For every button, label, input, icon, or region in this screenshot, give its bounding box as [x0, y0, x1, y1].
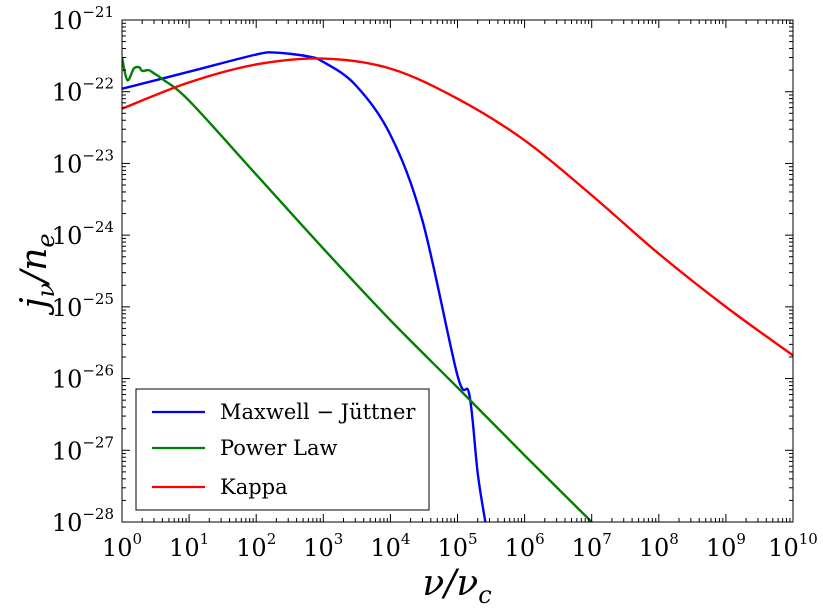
legend-label-maxwell: Maxwell − Jüttner: [220, 400, 416, 424]
x-tick-label: 105: [437, 530, 477, 562]
y-tick-label: 10−21: [52, 3, 114, 35]
x-tick-label-base: 10: [370, 534, 401, 562]
x-tick-label-exp: 2: [267, 530, 277, 548]
x-tick-label-base: 10: [572, 534, 603, 562]
x-tick-label-exp: 8: [669, 530, 679, 548]
x-tick-label: 104: [370, 530, 410, 562]
y-tick-label-base: 10: [52, 150, 83, 178]
y-tick-label-base: 10: [52, 7, 83, 35]
y-tick-label: 10−23: [52, 146, 114, 178]
y-tick-label-exp: −26: [82, 362, 114, 380]
x-axis-label: ν/νc: [422, 563, 491, 609]
plot-frame: [121, 19, 794, 523]
x-tick-label: 107: [572, 530, 612, 562]
y-tick-label: 10−22: [52, 75, 114, 107]
x-tick-label-exp: 10: [799, 530, 818, 548]
x-tick-label-base: 10: [437, 534, 468, 562]
x-tick-label: 109: [706, 530, 746, 562]
legend-label-powerlaw: Power Law: [220, 436, 338, 460]
series-kappa: [122, 57, 793, 357]
series-layer: [122, 51, 793, 522]
x-tick-label-base: 10: [169, 534, 200, 562]
x-tick-label: 106: [505, 530, 545, 562]
y-tick-label-base: 10: [52, 294, 83, 322]
x-tick-label-exp: 5: [468, 530, 478, 548]
x-tick-label-exp: 9: [736, 530, 746, 548]
x-tick-label: 108: [639, 530, 679, 562]
x-tick-label-base: 10: [505, 534, 536, 562]
x-tick-label: 1010: [768, 530, 818, 562]
x-tick-label-exp: 6: [535, 530, 545, 548]
y-tick-label: 10−28: [52, 505, 114, 537]
legend-label-kappa: Kappa: [220, 475, 288, 499]
x-tick-label-base: 10: [102, 534, 133, 562]
x-tick-label-exp: 0: [133, 530, 143, 548]
y-tick-label-exp: −27: [82, 433, 114, 451]
x-axis-label-sub: c: [478, 581, 491, 609]
legend: Maxwell − Jüttner Power Law Kappa: [135, 388, 430, 511]
y-tick-label-exp: −21: [82, 3, 114, 21]
y-tick-label-base: 10: [52, 222, 83, 250]
x-tick-label-base: 10: [639, 534, 670, 562]
y-tick-label-base: 10: [52, 437, 83, 465]
x-tick-label-base: 10: [236, 534, 267, 562]
x-tick-label: 101: [169, 530, 209, 562]
tick-labels-layer: 100 101 102 103 104 105 106 107 108 109 101010−281…: [52, 3, 818, 562]
y-tick-label-exp: −23: [82, 146, 114, 164]
y-tick-label-exp: −28: [82, 505, 114, 523]
x-tick-label: 103: [303, 530, 343, 562]
ticks-layer: [121, 19, 794, 523]
legend-box: [135, 388, 430, 511]
x-tick-label: 102: [236, 530, 276, 562]
y-tick-label: 10−25: [52, 290, 114, 322]
y-tick-label-exp: −24: [82, 218, 114, 236]
y-tick-label-base: 10: [52, 79, 83, 107]
y-axis-label-mid: /n: [14, 248, 55, 286]
y-axis-label-sub1: ν: [32, 283, 60, 298]
x-tick-label-base: 10: [768, 534, 799, 562]
y-tick-label-base: 10: [52, 509, 83, 537]
y-tick-label-exp: −25: [82, 290, 114, 308]
x-tick-label: 100: [102, 530, 142, 562]
series-maxwell-juttner: [122, 51, 487, 522]
x-tick-label-base: 10: [706, 534, 737, 562]
y-tick-label: 10−26: [52, 362, 114, 394]
y-tick-label: 10−24: [52, 218, 114, 250]
x-tick-label-base: 10: [303, 534, 334, 562]
y-axis-label-sub2: e: [32, 233, 60, 247]
x-tick-label-exp: 3: [334, 530, 344, 548]
plot-area: [122, 51, 793, 522]
x-axis-label-base: ν/ν: [422, 563, 478, 604]
x-tick-label-exp: 4: [401, 530, 411, 548]
y-tick-label: 10−27: [52, 433, 114, 465]
y-tick-label-exp: −22: [82, 75, 114, 93]
x-tick-label-exp: 7: [602, 530, 612, 548]
x-tick-label-exp: 1: [200, 530, 210, 548]
y-tick-label-base: 10: [52, 366, 83, 394]
